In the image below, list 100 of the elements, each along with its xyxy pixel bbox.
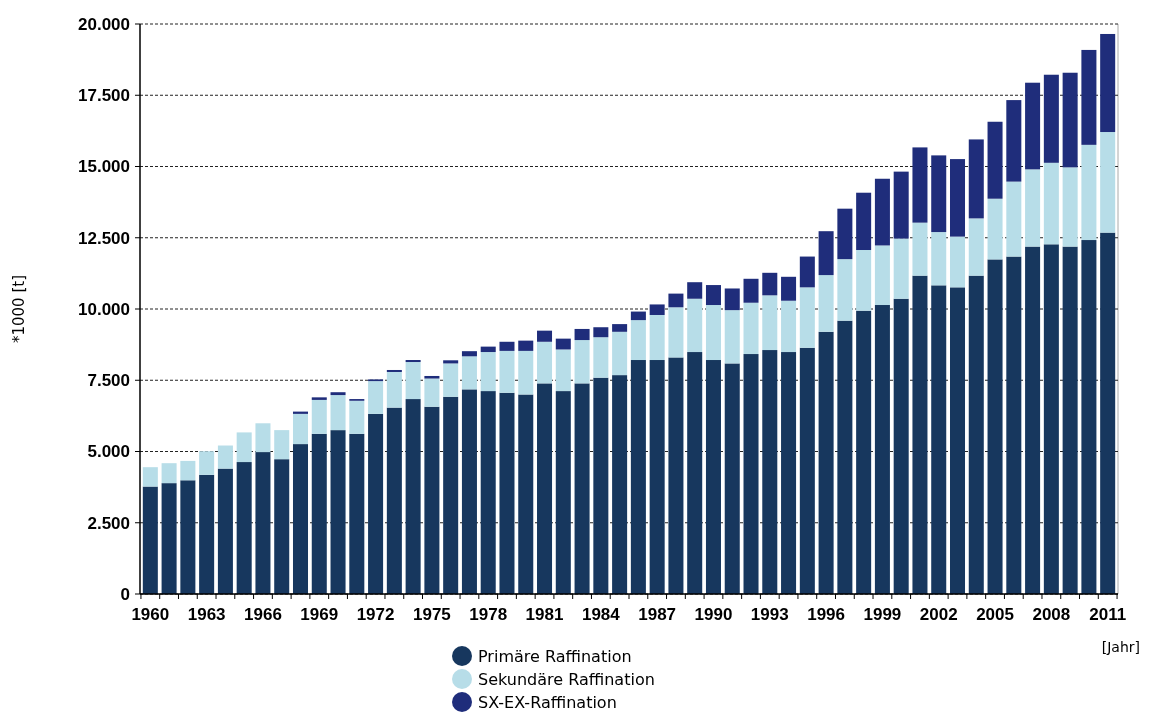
bar xyxy=(818,231,834,276)
x-tick-label: 1999 xyxy=(863,605,902,624)
bar xyxy=(1025,169,1041,247)
bar xyxy=(518,340,534,351)
bar xyxy=(724,288,740,311)
bar xyxy=(630,360,646,594)
bar xyxy=(893,238,909,299)
bar xyxy=(893,171,909,239)
bar xyxy=(574,340,590,384)
bar xyxy=(180,460,196,481)
bar xyxy=(480,391,496,594)
bar xyxy=(818,331,834,594)
x-tick-label: 1966 xyxy=(244,605,282,624)
x-tick-label: 2011 xyxy=(1089,605,1127,624)
bar xyxy=(292,444,309,594)
bar xyxy=(292,413,309,445)
y-tick-label: 15.000 xyxy=(78,157,130,177)
bar xyxy=(217,445,233,469)
bar xyxy=(574,328,590,341)
bar xyxy=(687,282,703,299)
bar xyxy=(968,218,984,276)
bar xyxy=(705,285,721,306)
x-tick-label: 1996 xyxy=(807,605,846,624)
bar xyxy=(612,324,628,332)
bar xyxy=(705,360,721,594)
bar xyxy=(630,311,646,321)
bar xyxy=(649,304,665,315)
bar xyxy=(931,285,947,594)
y-tick-label: 2.500 xyxy=(87,513,130,533)
bar xyxy=(837,208,853,260)
bar xyxy=(255,452,271,594)
bar xyxy=(499,341,515,351)
bar xyxy=(743,278,759,303)
bar xyxy=(1006,181,1022,257)
bar xyxy=(593,327,609,338)
bar xyxy=(630,320,646,361)
bar xyxy=(1062,72,1078,168)
x-tick-label: 1975 xyxy=(412,605,451,624)
bar xyxy=(1025,82,1041,170)
bar xyxy=(612,375,628,594)
bar xyxy=(405,362,421,400)
bar xyxy=(743,302,759,355)
bar xyxy=(987,259,1003,594)
bar xyxy=(649,360,665,594)
bar xyxy=(949,159,966,237)
bar xyxy=(837,259,853,321)
bar xyxy=(818,275,834,332)
y-tick-label: 10.000 xyxy=(78,299,130,319)
bar xyxy=(968,275,984,594)
bar xyxy=(1081,240,1097,594)
bar xyxy=(874,305,890,594)
bar xyxy=(555,338,571,350)
y-tick-label: 20.000 xyxy=(78,14,130,34)
bar xyxy=(874,245,890,306)
bar xyxy=(593,337,609,378)
bar xyxy=(912,222,928,276)
bar xyxy=(518,350,534,395)
bar xyxy=(349,433,365,594)
bar xyxy=(893,298,909,594)
bar xyxy=(518,394,534,594)
bar xyxy=(161,463,177,484)
bar xyxy=(799,287,815,348)
bar xyxy=(799,347,815,594)
bar xyxy=(349,400,365,434)
bar xyxy=(705,305,721,361)
bar xyxy=(499,392,515,594)
bar xyxy=(443,396,459,594)
x-axis-title: [Jahr] xyxy=(1101,639,1140,655)
bar xyxy=(687,298,703,353)
bar xyxy=(1025,246,1041,594)
bar xyxy=(424,375,440,379)
bar xyxy=(386,369,402,372)
bar xyxy=(1100,232,1116,594)
x-tick-label: 2005 xyxy=(976,605,1014,624)
legend-label: Sekundäre Raffination xyxy=(478,669,655,689)
bar xyxy=(537,341,553,384)
bar xyxy=(461,389,477,594)
bar xyxy=(217,468,233,594)
bar xyxy=(236,462,252,594)
bar xyxy=(330,395,346,431)
x-tick-label: 1984 xyxy=(581,605,621,624)
bar xyxy=(724,363,740,594)
bar xyxy=(612,331,628,376)
bar xyxy=(424,406,440,594)
bar xyxy=(874,178,890,246)
bar xyxy=(424,378,440,407)
bar xyxy=(912,147,928,223)
bar xyxy=(461,356,477,390)
bar xyxy=(537,383,553,594)
legend-label: SX-EX-Raffination xyxy=(478,692,617,712)
bar xyxy=(593,377,609,594)
x-tick-label: 1990 xyxy=(694,605,733,624)
y-tick-label: 12.500 xyxy=(78,228,130,248)
bar xyxy=(499,350,515,393)
bar xyxy=(443,363,459,397)
bar xyxy=(762,350,778,594)
bar xyxy=(1100,33,1116,133)
bar xyxy=(236,432,252,463)
bar xyxy=(1081,49,1097,145)
y-tick-label: 0 xyxy=(120,584,130,604)
